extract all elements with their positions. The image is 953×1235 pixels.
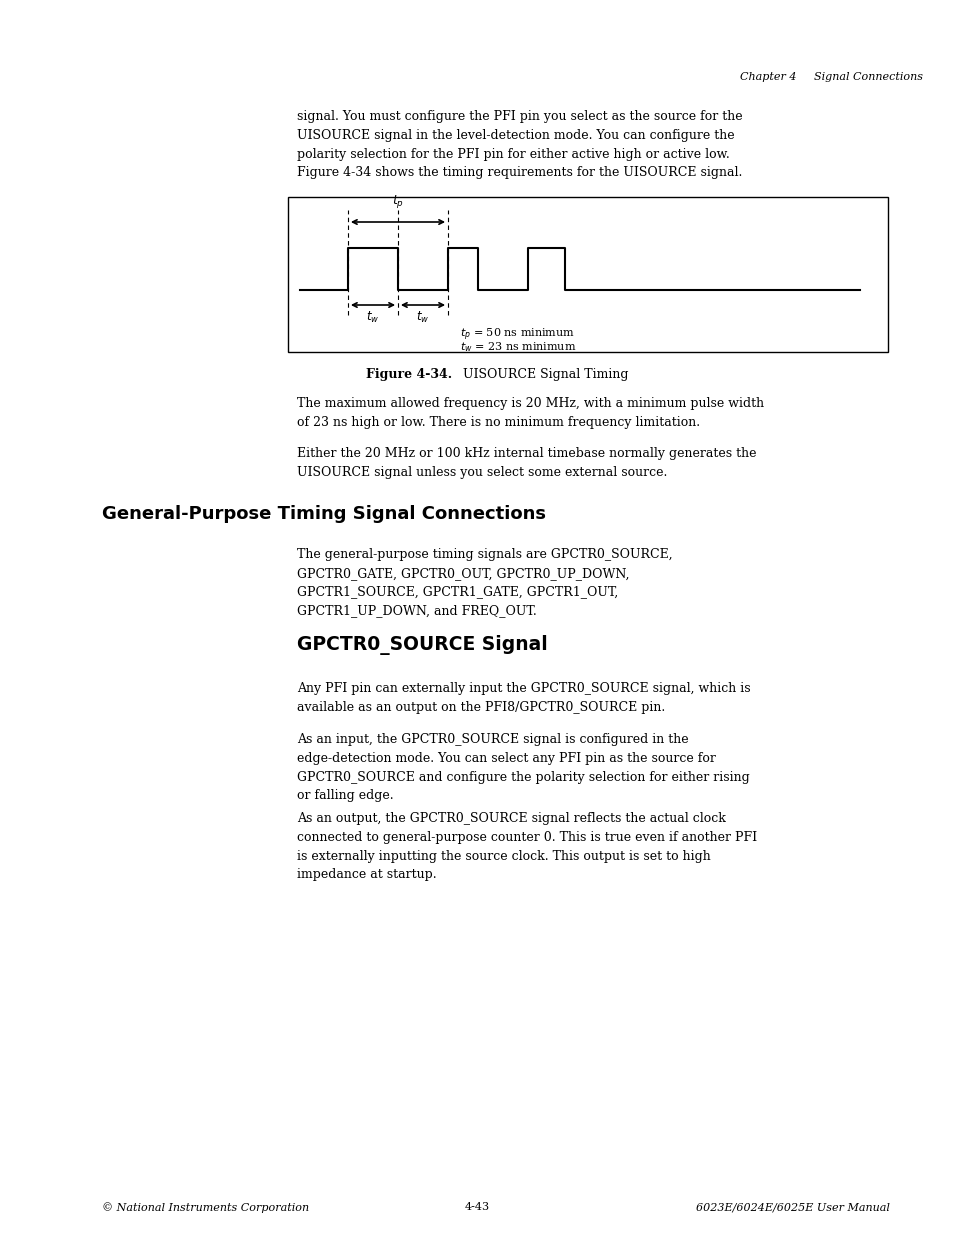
Text: General-Purpose Timing Signal Connections: General-Purpose Timing Signal Connection…	[102, 505, 545, 522]
Text: $t_w$ = 23 ns minimum: $t_w$ = 23 ns minimum	[459, 340, 576, 353]
Text: GPCTR0_SOURCE and configure the polarity selection for either rising: GPCTR0_SOURCE and configure the polarity…	[296, 771, 749, 783]
Text: 6023E/6024E/6025E User Manual: 6023E/6024E/6025E User Manual	[696, 1202, 889, 1212]
Text: Figure 4-34.: Figure 4-34.	[366, 368, 452, 382]
Text: UISOURCE signal in the level-detection mode. You can configure the: UISOURCE signal in the level-detection m…	[296, 128, 734, 142]
Text: GPCTR0_SOURCE Signal: GPCTR0_SOURCE Signal	[296, 635, 547, 655]
Text: Either the 20 MHz or 100 kHz internal timebase normally generates the: Either the 20 MHz or 100 kHz internal ti…	[296, 447, 756, 459]
Text: Any PFI pin can externally input the GPCTR0_SOURCE signal, which is: Any PFI pin can externally input the GPC…	[296, 682, 750, 695]
Text: polarity selection for the PFI pin for either active high or active low.: polarity selection for the PFI pin for e…	[296, 148, 729, 161]
Text: UISOURCE Signal Timing: UISOURCE Signal Timing	[455, 368, 628, 382]
Text: of 23 ns high or low. There is no minimum frequency limitation.: of 23 ns high or low. There is no minimu…	[296, 416, 700, 429]
Text: available as an output on the PFI8/GPCTR0_SOURCE pin.: available as an output on the PFI8/GPCTR…	[296, 700, 664, 714]
Text: or falling edge.: or falling edge.	[296, 789, 394, 803]
Text: $t_p$ = 50 ns minimum: $t_p$ = 50 ns minimum	[459, 327, 575, 343]
Text: Figure 4-34 shows the timing requirements for the UISOURCE signal.: Figure 4-34 shows the timing requirement…	[296, 167, 741, 179]
Text: impedance at startup.: impedance at startup.	[296, 868, 436, 882]
Text: $t_w$: $t_w$	[416, 310, 429, 325]
Text: As an input, the GPCTR0_SOURCE signal is configured in the: As an input, the GPCTR0_SOURCE signal is…	[296, 734, 688, 746]
Text: is externally inputting the source clock. This output is set to high: is externally inputting the source clock…	[296, 850, 710, 862]
Text: 4-43: 4-43	[464, 1202, 489, 1212]
Text: signal. You must configure the PFI pin you select as the source for the: signal. You must configure the PFI pin y…	[296, 110, 741, 124]
Text: GPCTR0_GATE, GPCTR0_OUT, GPCTR0_UP_DOWN,: GPCTR0_GATE, GPCTR0_OUT, GPCTR0_UP_DOWN,	[296, 567, 629, 579]
Text: $t_w$: $t_w$	[366, 310, 379, 325]
Text: GPCTR1_UP_DOWN, and FREQ_OUT.: GPCTR1_UP_DOWN, and FREQ_OUT.	[296, 604, 537, 618]
Text: edge-detection mode. You can select any PFI pin as the source for: edge-detection mode. You can select any …	[296, 752, 715, 764]
Text: © National Instruments Corporation: © National Instruments Corporation	[102, 1202, 309, 1213]
Text: GPCTR1_SOURCE, GPCTR1_GATE, GPCTR1_OUT,: GPCTR1_SOURCE, GPCTR1_GATE, GPCTR1_OUT,	[296, 585, 618, 599]
Text: UISOURCE signal unless you select some external source.: UISOURCE signal unless you select some e…	[296, 466, 667, 479]
Bar	[288, 198, 887, 352]
Text: The maximum allowed frequency is 20 MHz, with a minimum pulse width: The maximum allowed frequency is 20 MHz,…	[296, 396, 763, 410]
Text: As an output, the GPCTR0_SOURCE signal reflects the actual clock: As an output, the GPCTR0_SOURCE signal r…	[296, 811, 725, 825]
Text: $t_p$: $t_p$	[392, 193, 404, 210]
Text: The general-purpose timing signals are GPCTR0_SOURCE,: The general-purpose timing signals are G…	[296, 548, 672, 561]
Text: Chapter 4     Signal Connections: Chapter 4 Signal Connections	[740, 72, 923, 82]
Text: connected to general-purpose counter 0. This is true even if another PFI: connected to general-purpose counter 0. …	[296, 831, 757, 844]
